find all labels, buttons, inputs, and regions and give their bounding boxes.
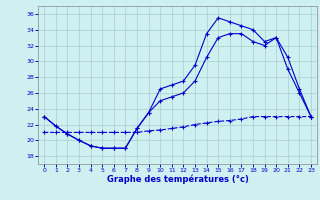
X-axis label: Graphe des températures (°c): Graphe des températures (°c) — [107, 175, 249, 184]
